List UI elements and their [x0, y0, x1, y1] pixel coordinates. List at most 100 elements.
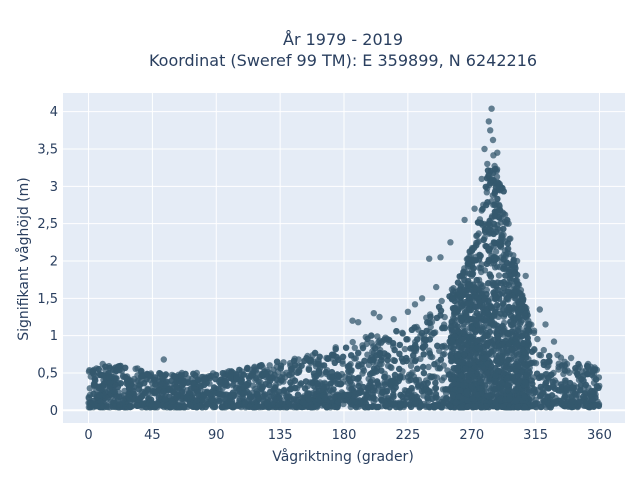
data-point — [151, 390, 159, 397]
data-point — [167, 403, 174, 411]
data-point — [414, 365, 421, 372]
data-point — [408, 376, 415, 383]
data-point — [314, 360, 322, 368]
data-point — [399, 329, 406, 336]
data-point — [525, 389, 533, 396]
data-point — [370, 384, 378, 391]
data-point — [454, 367, 461, 374]
data-point — [116, 401, 123, 408]
data-point — [368, 354, 375, 361]
data-point — [460, 286, 468, 294]
data-point — [305, 395, 312, 403]
data-point — [477, 337, 484, 344]
data-point — [257, 363, 264, 370]
data-point — [325, 355, 332, 362]
data-point — [492, 248, 500, 255]
data-point — [557, 354, 565, 361]
data-point — [449, 326, 456, 334]
data-point — [332, 345, 339, 353]
data-point — [589, 368, 596, 376]
data-point — [561, 393, 569, 400]
data-point — [278, 377, 285, 384]
data-point — [479, 282, 487, 290]
data-point — [408, 385, 415, 392]
data-point — [561, 362, 568, 369]
data-point — [234, 401, 241, 409]
data-point — [106, 383, 114, 391]
data-point — [294, 391, 302, 398]
data-point — [308, 404, 315, 411]
data-point — [485, 258, 492, 265]
data-point — [485, 220, 492, 227]
data-point — [373, 368, 380, 375]
data-point — [534, 335, 541, 343]
data-point — [509, 347, 516, 354]
data-point — [490, 239, 498, 246]
data-point — [381, 336, 388, 343]
data-point — [426, 319, 433, 327]
data-point — [445, 371, 452, 378]
data-point — [508, 328, 516, 335]
data-point — [407, 403, 415, 410]
data-point — [491, 254, 498, 261]
data-point — [275, 388, 283, 395]
data-point — [396, 341, 403, 349]
data-point — [531, 401, 539, 408]
data-point — [305, 366, 313, 373]
data-point — [355, 374, 362, 381]
data-point — [486, 271, 493, 278]
data-point — [466, 305, 473, 313]
data-point — [296, 367, 303, 374]
data-point — [156, 370, 163, 377]
data-point — [412, 341, 419, 349]
data-point — [391, 357, 398, 364]
data-point — [468, 383, 476, 390]
data-point — [420, 380, 427, 387]
data-point — [297, 380, 305, 387]
data-point — [484, 339, 492, 346]
data-point — [138, 367, 145, 375]
data-point — [526, 321, 533, 328]
data-point — [580, 393, 587, 400]
data-point — [491, 264, 499, 271]
data-point — [259, 383, 266, 391]
data-point — [240, 371, 247, 378]
data-point — [183, 393, 190, 401]
data-point — [212, 375, 219, 383]
data-point — [125, 394, 133, 401]
data-points — [85, 105, 603, 411]
data-point — [481, 348, 488, 355]
data-point — [428, 373, 436, 380]
data-point — [434, 342, 441, 349]
data-point — [285, 371, 293, 379]
data-point — [408, 326, 416, 333]
data-point — [432, 384, 440, 392]
data-point — [432, 390, 440, 398]
data-point — [546, 352, 553, 360]
data-point — [334, 371, 341, 378]
data-point — [522, 313, 529, 320]
data-point — [490, 282, 497, 289]
data-point — [469, 271, 476, 278]
data-point — [168, 398, 176, 405]
data-point — [480, 355, 487, 362]
data-point — [431, 361, 438, 368]
data-point — [505, 268, 512, 275]
data-point — [454, 279, 462, 286]
data-point — [476, 373, 484, 380]
data-point — [549, 401, 556, 408]
data-point — [486, 246, 493, 253]
data-point — [410, 352, 417, 359]
data-point — [443, 395, 450, 402]
data-point — [475, 230, 482, 237]
data-point — [456, 387, 464, 394]
data-point — [407, 345, 414, 352]
data-point — [331, 393, 338, 401]
data-point — [130, 383, 138, 391]
chart-subtitle: Koordinat (Sweref 99 TM): E 359899, N 62… — [149, 51, 537, 70]
data-point — [506, 250, 513, 258]
data-point — [357, 399, 365, 406]
data-point — [435, 303, 443, 311]
data-point — [426, 403, 433, 411]
